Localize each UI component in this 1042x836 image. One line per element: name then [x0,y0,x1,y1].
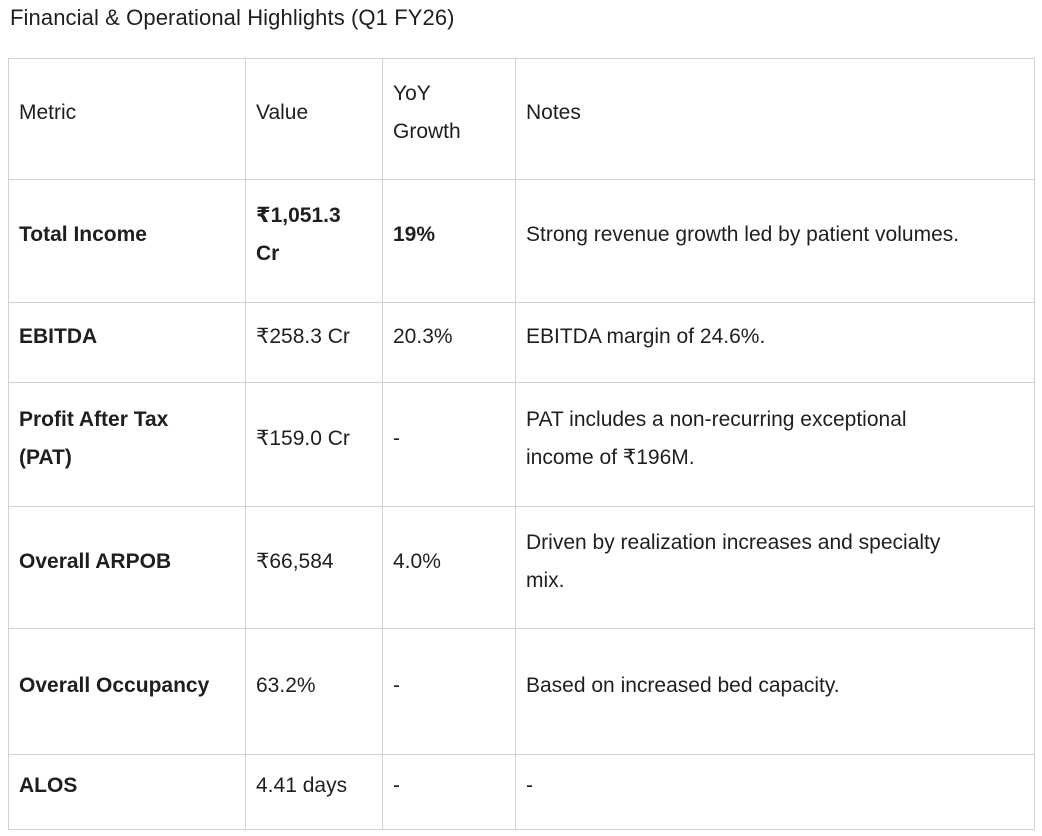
highlights-table: Metric Value YoY Growth Notes Total Inco… [8,58,1035,830]
value-cell: 4.41 days [245,754,383,830]
notes-text: Strong revenue growth led by patient vol… [526,223,960,247]
yoy-cell: 4.0% [382,506,516,629]
column-header-value-label: Value [256,101,309,125]
column-header-metric: Metric [8,58,246,180]
notes-cell: Strong revenue growth led by patient vol… [515,179,1035,303]
notes-cell: - [515,754,1035,830]
value-text: ₹258.3 Cr [256,324,350,348]
metric-text: EBITDA [19,324,98,348]
column-header-yoy-growth: YoY Growth [382,58,516,180]
page-title: Financial & Operational Highlights (Q1 F… [10,5,455,30]
notes-text: PAT includes a non-recurring exceptional… [526,407,907,469]
yoy-text: 20.3% [393,324,453,348]
header-row: Metric Value YoY Growth Notes [8,58,1035,180]
metric-cell: Overall Occupancy [8,628,246,755]
table-row-pat: Profit After Tax (PAT) ₹159.0 Cr - PAT i… [8,382,1035,507]
metric-text: Overall ARPOB [19,549,172,573]
table-row-ebitda: EBITDA ₹258.3 Cr 20.3% EBITDA margin of … [8,302,1035,383]
yoy-cell: - [382,628,516,755]
value-cell: ₹1,051.3 Cr [245,179,383,303]
notes-text: EBITDA margin of 24.6%. [526,324,766,348]
value-text: ₹1,051.3 Cr [256,204,341,265]
table-row-total-income: Total Income ₹1,051.3 Cr 19% Strong reve… [8,179,1035,303]
yoy-text: - [393,774,400,798]
table-row-occupancy: Overall Occupancy 63.2% - Based on incre… [8,628,1035,755]
metric-cell: EBITDA [8,302,246,383]
metric-text: ALOS [19,774,78,798]
value-cell: ₹159.0 Cr [245,382,383,507]
value-text: 4.41 days [256,774,348,798]
yoy-text: - [393,673,400,697]
metric-cell: ALOS [8,754,246,830]
value-text: 63.2% [256,673,316,697]
yoy-cell: 20.3% [382,302,516,383]
value-text: ₹66,584 [256,549,334,573]
metric-cell: Total Income [8,179,246,303]
table-row-alos: ALOS 4.41 days - - [8,754,1035,830]
metric-cell: Overall ARPOB [8,506,246,629]
notes-text: Based on increased bed capacity. [526,673,840,697]
value-text: ₹159.0 Cr [256,426,350,450]
yoy-cell: - [382,754,516,830]
metric-text: Total Income [19,223,147,247]
value-cell: 63.2% [245,628,383,755]
yoy-text: 4.0% [393,549,441,573]
column-header-notes-label: Notes [526,101,581,125]
column-header-metric-label: Metric [19,101,77,125]
notes-text: Driven by realization increases and spec… [526,530,941,592]
notes-cell: EBITDA margin of 24.6%. [515,302,1035,383]
value-cell: ₹66,584 [245,506,383,629]
metric-cell: Profit After Tax (PAT) [8,382,246,507]
metric-text: Overall Occupancy [19,673,210,697]
value-cell: ₹258.3 Cr [245,302,383,383]
column-header-yoy-growth-label: YoY Growth [393,82,461,143]
notes-text: - [526,774,533,798]
notes-cell: PAT includes a non-recurring exceptional… [515,382,1035,507]
yoy-text: - [393,426,400,450]
notes-cell: Based on increased bed capacity. [515,628,1035,755]
yoy-text: 19% [393,223,436,247]
column-header-value: Value [245,58,383,180]
yoy-cell: 19% [382,179,516,303]
metric-text: Profit After Tax (PAT) [19,407,169,469]
notes-cell: Driven by realization increases and spec… [515,506,1035,629]
yoy-cell: - [382,382,516,507]
column-header-notes: Notes [515,58,1035,180]
table-row-arpob: Overall ARPOB ₹66,584 4.0% Driven by rea… [8,506,1035,629]
